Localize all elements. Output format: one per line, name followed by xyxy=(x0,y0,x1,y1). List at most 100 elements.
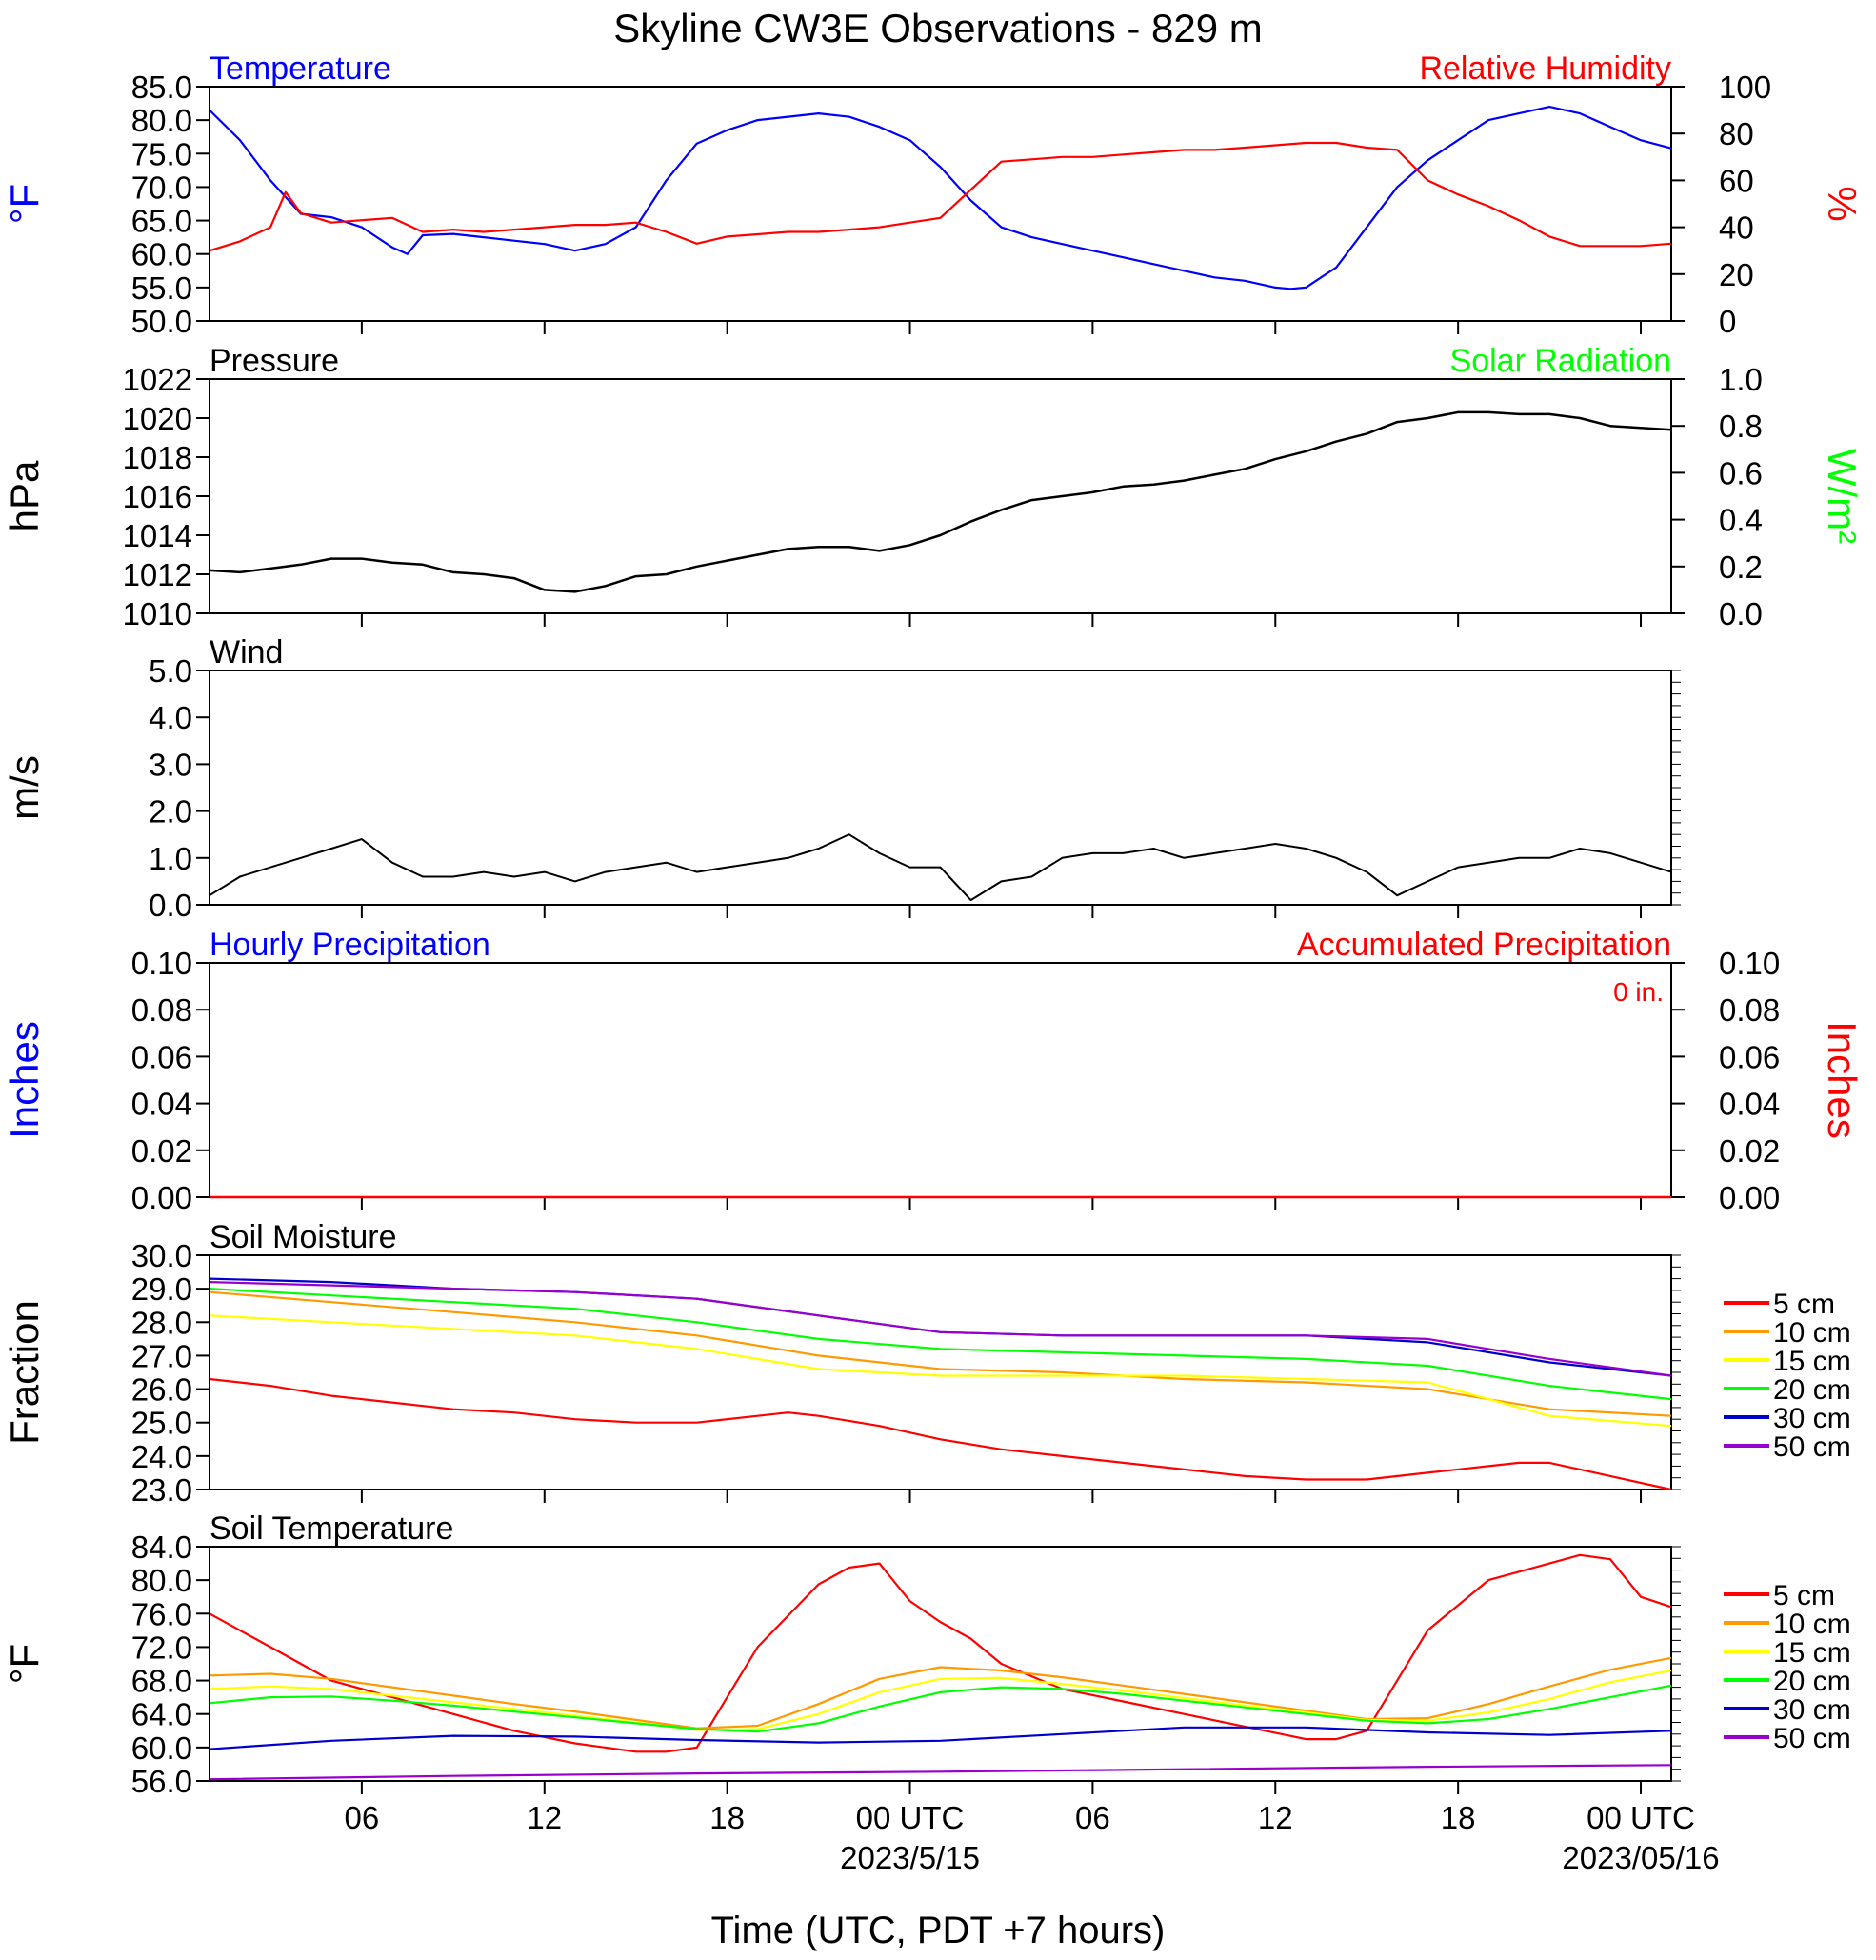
temperature-line xyxy=(209,106,1672,290)
y-tick-label: 27.0 xyxy=(131,1338,192,1373)
y2-tick-label: 0.10 xyxy=(1719,946,1780,981)
panel-frame xyxy=(209,1254,1672,1490)
y-axis-unit: °F xyxy=(2,184,47,224)
y-tick-label: 0.02 xyxy=(131,1133,192,1169)
panel-title: Soil Moisture xyxy=(210,1219,397,1255)
panel-right-title: Relative Humidity xyxy=(1419,50,1671,87)
y-tick-label: 70.0 xyxy=(131,170,192,205)
y-tick-label: 0.06 xyxy=(131,1039,192,1074)
x-date-label: 2023/05/16 xyxy=(1562,1840,1719,1875)
y2-tick-label: 0.02 xyxy=(1719,1133,1780,1169)
y2-tick-label: 20 xyxy=(1719,257,1754,292)
x-axis-label: Time (UTC, PDT +7 hours) xyxy=(711,1910,1166,1951)
y-tick-label: 28.0 xyxy=(131,1305,192,1340)
y-tick-label: 0.00 xyxy=(131,1180,192,1215)
y2-tick-label: 0.8 xyxy=(1719,409,1763,444)
y-tick-label: 76.0 xyxy=(131,1596,192,1631)
y2-tick-label: 40 xyxy=(1719,210,1754,246)
y-tick-label: 3.0 xyxy=(149,747,192,782)
wind-line xyxy=(209,833,1672,902)
legend-label: 10 cm xyxy=(1773,1609,1851,1640)
y2-tick-label: 0.08 xyxy=(1719,992,1780,1028)
y-tick-label: 60.0 xyxy=(131,1730,192,1766)
y-tick-label: 80.0 xyxy=(131,103,192,138)
soil-moisture-line-3 xyxy=(209,1288,1672,1401)
soil-temp-line-1 xyxy=(209,1656,1672,1730)
legend-label: 15 cm xyxy=(1773,1346,1851,1377)
y-tick-label: 1022 xyxy=(123,362,192,397)
panels: 85.080.075.070.065.060.055.050.010080604… xyxy=(2,50,1865,1875)
legend-label: 30 cm xyxy=(1773,1694,1851,1726)
y-tick-label: 1012 xyxy=(123,557,192,592)
x-tick-label: 00 UTC xyxy=(1587,1800,1695,1835)
y-tick-label: 1010 xyxy=(123,596,192,631)
legend-label: 5 cm xyxy=(1773,1289,1835,1320)
y2-tick-label: 0.00 xyxy=(1719,1180,1780,1215)
soil-moisture-line-1 xyxy=(209,1290,1672,1417)
y-tick-label: 68.0 xyxy=(131,1664,192,1699)
x-tick-label: 12 xyxy=(1258,1800,1293,1835)
soil-temp-line-3 xyxy=(209,1684,1672,1733)
y-tick-label: 2.0 xyxy=(149,794,192,830)
y2-axis-unit: W/m² xyxy=(1820,449,1865,544)
y-tick-label: 72.0 xyxy=(131,1630,192,1665)
soil-moisture-line-2 xyxy=(209,1314,1672,1428)
y2-tick-label: 0.0 xyxy=(1719,596,1763,631)
panel-pressure: 1022 1020 1018 1016 1014 1012 1010 1.0 0.8 0.6 0.4… xyxy=(2,343,1865,631)
y-tick-label: 50.0 xyxy=(131,304,192,339)
pressure-line xyxy=(209,410,1672,593)
panel-soil_moisture: 30.029.028.027.026.025.024.023.0 Soil Moi… xyxy=(2,1219,1681,1508)
legend-label: 50 cm xyxy=(1773,1431,1851,1463)
legend-label: 50 cm xyxy=(1773,1723,1851,1754)
y2-tick-label: 80 xyxy=(1719,116,1754,151)
panel-title: Temperature xyxy=(210,50,391,87)
y-tick-label: 26.0 xyxy=(131,1372,192,1408)
legend-label: 30 cm xyxy=(1773,1403,1851,1434)
y-tick-label: 23.0 xyxy=(131,1472,192,1508)
x-tick-label: 06 xyxy=(1075,1800,1110,1835)
soil-temp-line-4 xyxy=(209,1726,1672,1750)
soil-temp-line-2 xyxy=(209,1669,1672,1731)
y-tick-label: 25.0 xyxy=(131,1406,192,1441)
panel-temp_rh: 85.080.075.070.065.060.055.050.0 100 80 60 4… xyxy=(2,50,1865,339)
panel-soil_temp: 84.080.076.072.068.064.060.056.0 06 12 18 00… xyxy=(2,1510,1720,1875)
y-tick-label: 60.0 xyxy=(131,237,192,272)
y-axis-unit: Inches xyxy=(2,1021,47,1139)
legend-label: 5 cm xyxy=(1773,1580,1835,1611)
y-tick-label: 65.0 xyxy=(131,204,192,239)
panel-title: Hourly Precipitation xyxy=(210,927,490,963)
y2-axis-unit: Inches xyxy=(1820,1021,1865,1139)
y-tick-label: 1.0 xyxy=(149,841,192,876)
y-tick-label: 0.04 xyxy=(131,1087,192,1122)
y2-axis-unit: % xyxy=(1820,186,1865,221)
y-tick-label: 0.0 xyxy=(149,888,192,923)
y2-tick-label: 0.6 xyxy=(1719,455,1763,490)
soil-moisture-line-5 xyxy=(209,1281,1672,1377)
y-tick-label: 1014 xyxy=(123,518,192,553)
x-date-label: 2023/5/15 xyxy=(840,1840,980,1875)
y2-tick-label: 100 xyxy=(1719,70,1771,105)
y-tick-label: 0.08 xyxy=(131,992,192,1028)
x-tick-label: 12 xyxy=(527,1800,562,1835)
panel-frame xyxy=(209,86,1672,322)
y-tick-label: 75.0 xyxy=(131,136,192,171)
y-tick-label: 55.0 xyxy=(131,270,192,306)
y-tick-label: 30.0 xyxy=(131,1238,192,1273)
panel-frame xyxy=(209,1546,1672,1782)
x-tick-label: 00 UTC xyxy=(856,1800,965,1835)
panel-frame xyxy=(209,962,1672,1198)
y-tick-label: 80.0 xyxy=(131,1563,192,1598)
y2-tick-label: 0.4 xyxy=(1719,503,1763,538)
panel-right-title: Accumulated Precipitation xyxy=(1297,927,1671,963)
y-tick-label: 1018 xyxy=(123,440,192,475)
y-tick-label: 4.0 xyxy=(149,700,192,735)
x-tick-label: 18 xyxy=(709,1800,745,1835)
legend-label: 20 cm xyxy=(1773,1374,1851,1406)
panel-wind: 5.0 4.0 3.0 2.0 1.0 0.0 Wind m/s xyxy=(2,634,1681,923)
y2-tick-label: 0.04 xyxy=(1719,1087,1780,1122)
y-axis-unit: °F xyxy=(2,1644,47,1684)
soil-moisture-line-0 xyxy=(209,1377,1672,1491)
y2-tick-label: 0.06 xyxy=(1719,1039,1780,1074)
legend-label: 10 cm xyxy=(1773,1317,1851,1349)
